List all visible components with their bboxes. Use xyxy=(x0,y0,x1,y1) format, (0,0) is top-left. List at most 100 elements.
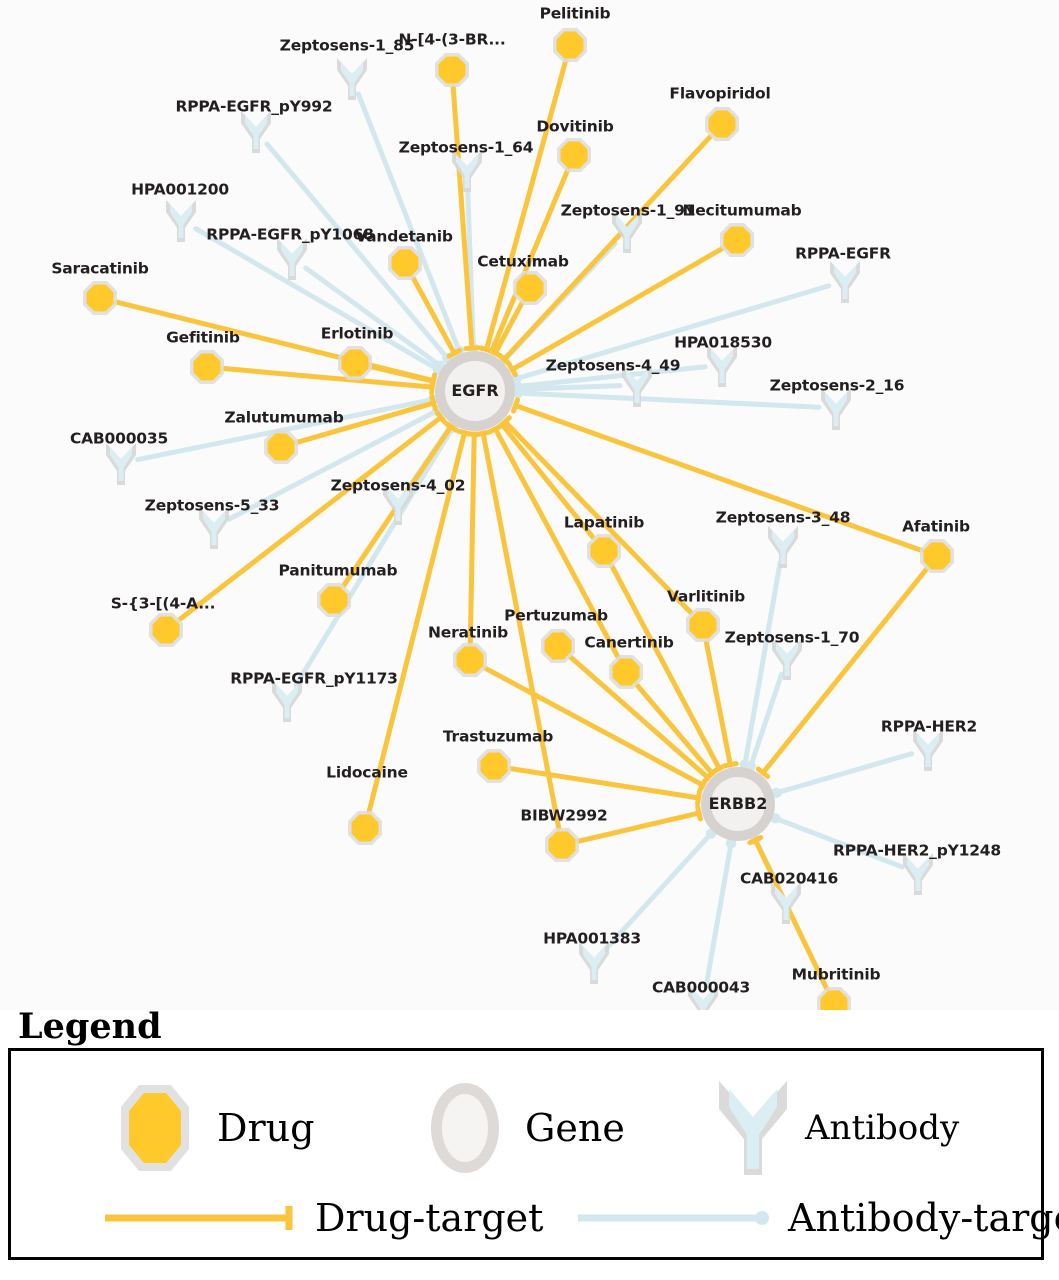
drug-node[interactable] xyxy=(149,613,183,647)
antibody-node[interactable] xyxy=(830,261,860,303)
legend-item-drug: Drug xyxy=(107,1073,314,1183)
antibody-node[interactable] xyxy=(106,443,136,485)
edge[interactable] xyxy=(264,141,450,361)
drug-node[interactable] xyxy=(553,28,587,62)
node-label: Necitumumab xyxy=(682,201,802,220)
edge[interactable] xyxy=(513,283,832,382)
drug-node[interactable] xyxy=(817,987,851,1010)
edge[interactable] xyxy=(410,275,457,356)
drug-node[interactable] xyxy=(83,281,117,315)
edge[interactable] xyxy=(515,364,708,389)
edge[interactable] xyxy=(501,133,713,362)
edge[interactable] xyxy=(752,837,830,992)
edge[interactable] xyxy=(509,245,725,373)
drug-node[interactable] xyxy=(264,430,298,464)
edge[interactable] xyxy=(293,425,456,688)
node-label: RPPA-EGFR xyxy=(795,244,891,263)
antibody-node[interactable] xyxy=(277,238,307,280)
drug-node[interactable] xyxy=(557,138,591,172)
node-label: Neratinib xyxy=(428,623,508,642)
legend: Legend Drug Gene xyxy=(0,1006,1059,1280)
antibody-node[interactable] xyxy=(768,526,798,568)
drug-node[interactable] xyxy=(587,534,621,568)
node-label: S-{3-[(4-A... xyxy=(110,594,216,613)
edge-terminus-bar xyxy=(487,423,504,435)
node-label: Gefitinib xyxy=(166,328,240,347)
edge[interactable] xyxy=(355,91,462,354)
edge[interactable] xyxy=(772,815,905,870)
node-label: HPA018530 xyxy=(674,333,772,352)
edge[interactable] xyxy=(176,414,444,623)
drug-node[interactable] xyxy=(545,828,579,862)
drug-node[interactable] xyxy=(541,629,575,663)
node-label: CAB000043 xyxy=(651,978,751,997)
edge[interactable] xyxy=(135,397,436,463)
drug-node[interactable] xyxy=(435,53,469,87)
edge-terminus-bar xyxy=(446,347,463,359)
antibody-node[interactable] xyxy=(771,882,801,924)
node-label: CAB020416 xyxy=(739,869,839,888)
drug-node[interactable] xyxy=(720,223,754,257)
edge[interactable] xyxy=(482,665,706,788)
drug-node[interactable] xyxy=(686,608,720,642)
edge[interactable] xyxy=(508,766,701,801)
edge[interactable] xyxy=(512,402,924,553)
drug-node[interactable] xyxy=(453,643,487,677)
antibody-node[interactable] xyxy=(166,200,196,242)
edge[interactable] xyxy=(742,560,783,768)
edge[interactable] xyxy=(634,682,715,776)
node-label: RPPA-EGFR_pY992 xyxy=(175,97,333,116)
edge[interactable] xyxy=(703,840,734,990)
edge[interactable] xyxy=(480,430,562,831)
edge-terminus-bar xyxy=(705,767,720,780)
drug-node[interactable] xyxy=(338,346,372,380)
edge[interactable] xyxy=(483,58,568,353)
drug-node[interactable] xyxy=(920,539,954,573)
edge[interactable] xyxy=(369,364,436,384)
node-label: Lidocaine xyxy=(326,763,408,782)
network-canvas[interactable]: Zeptosens-1_85 RPPA-EGFR_pY992 HPA001200 RP… xyxy=(0,0,1059,1010)
edge[interactable] xyxy=(450,84,475,351)
edge[interactable] xyxy=(492,300,525,356)
drug-node[interactable] xyxy=(513,271,547,305)
node-label: Pertuzumab xyxy=(504,606,608,625)
edge[interactable] xyxy=(489,168,570,354)
edge[interactable] xyxy=(760,566,929,776)
edge[interactable] xyxy=(568,654,711,781)
edge[interactable] xyxy=(773,751,915,796)
edge-terminus-bar xyxy=(695,804,703,822)
node-label: Pelitinib xyxy=(539,4,611,23)
edge[interactable] xyxy=(703,639,733,768)
legend-label-antibody-target: Antibody-target xyxy=(788,1196,1059,1240)
drug-node[interactable] xyxy=(348,811,382,845)
edge[interactable] xyxy=(294,400,437,445)
network-graph-svg xyxy=(83,28,954,1010)
edge[interactable] xyxy=(193,226,441,372)
drug-node[interactable] xyxy=(317,583,351,617)
antibody-node[interactable] xyxy=(579,942,609,984)
edge[interactable] xyxy=(226,408,440,522)
edge[interactable] xyxy=(576,810,702,844)
edge[interactable] xyxy=(492,426,621,660)
node-label: Varlitinib xyxy=(666,587,746,606)
edge[interactable] xyxy=(502,419,694,616)
edge[interactable] xyxy=(515,383,623,392)
drug-node[interactable] xyxy=(477,749,511,783)
node-label: Zeptosens-2_16 xyxy=(769,376,905,395)
edge[interactable] xyxy=(303,265,443,369)
edge[interactable] xyxy=(499,421,596,541)
drug-node[interactable] xyxy=(388,246,422,280)
edge[interactable] xyxy=(221,366,435,390)
edge[interactable] xyxy=(602,831,714,952)
edge[interactable] xyxy=(366,430,468,815)
edge[interactable] xyxy=(609,563,722,772)
drug-node[interactable] xyxy=(190,350,224,384)
edge[interactable] xyxy=(467,431,477,646)
drug-node[interactable] xyxy=(705,107,739,141)
edge[interactable] xyxy=(515,390,822,410)
antibody-node[interactable] xyxy=(337,58,367,100)
edge[interactable] xyxy=(748,671,785,769)
node-label: Lapatinib xyxy=(563,513,645,532)
node-label: Panitumumab xyxy=(278,561,398,580)
drug-node[interactable] xyxy=(609,655,643,689)
